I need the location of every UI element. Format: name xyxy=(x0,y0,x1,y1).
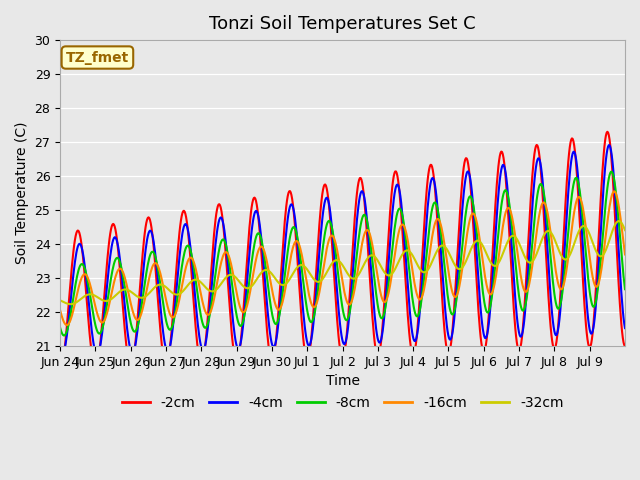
Title: Tonzi Soil Temperatures Set C: Tonzi Soil Temperatures Set C xyxy=(209,15,476,33)
Text: TZ_fmet: TZ_fmet xyxy=(66,50,129,64)
X-axis label: Time: Time xyxy=(326,374,360,388)
Y-axis label: Soil Temperature (C): Soil Temperature (C) xyxy=(15,122,29,264)
Legend: -2cm, -4cm, -8cm, -16cm, -32cm: -2cm, -4cm, -8cm, -16cm, -32cm xyxy=(116,390,569,416)
